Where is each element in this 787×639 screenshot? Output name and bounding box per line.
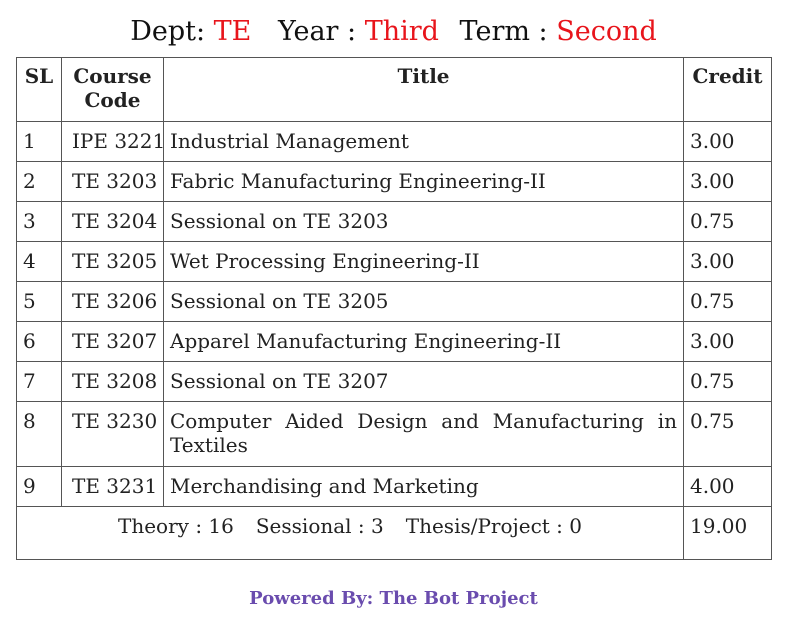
- row-credit: 0.75: [683, 281, 772, 322]
- row-course-code: TE 3208: [61, 361, 164, 402]
- row-title: Fabric Manufacturing Engineering-II: [163, 161, 684, 202]
- table-row: 1 IPE 3221 Industrial Management 3.00: [16, 121, 772, 162]
- summary-total-credit: 19.00: [683, 506, 772, 560]
- year-label: Year :: [277, 16, 357, 47]
- row-sl: 3: [16, 201, 62, 242]
- row-course-code: TE 3204: [61, 201, 164, 242]
- summary-thesis: Thesis/Project : 0: [405, 514, 582, 538]
- summary-sessional: Sessional : 3: [255, 514, 384, 538]
- dept-label: Dept:: [130, 16, 206, 47]
- row-course-code: TE 3230: [61, 401, 164, 467]
- table-row: 6 TE 3207 Apparel Manufacturing Engineer…: [16, 321, 772, 362]
- row-course-code: TE 3203: [61, 161, 164, 202]
- row-title: Sessional on TE 3205: [163, 281, 684, 322]
- summary-breakdown: Theory : 16 Sessional : 3 Thesis/Project :…: [16, 506, 684, 560]
- column-header-credit: Credit: [683, 57, 772, 122]
- table-row: 5 TE 3206 Sessional on TE 3205 0.75: [16, 281, 772, 322]
- row-title: Wet Processing Engineering-II: [163, 241, 684, 282]
- dept-value: TE: [213, 16, 252, 47]
- row-title: Merchandising and Marketing: [163, 466, 684, 507]
- row-course-code: TE 3205: [61, 241, 164, 282]
- column-header-title: Title: [163, 57, 684, 122]
- row-credit: 3.00: [683, 161, 772, 202]
- row-title: Sessional on TE 3207: [163, 361, 684, 402]
- row-credit: 0.75: [683, 401, 772, 467]
- row-course-code: IPE 3221: [61, 121, 165, 162]
- course-code-header-line1: Course: [73, 64, 152, 88]
- year-value: Third: [364, 16, 439, 47]
- row-credit: 0.75: [683, 201, 772, 242]
- term-value: Second: [556, 16, 657, 47]
- column-header-course-code: Course Code: [61, 57, 164, 122]
- summary-theory: Theory : 16: [118, 514, 234, 538]
- row-sl: 8: [16, 401, 62, 467]
- row-credit: 3.00: [683, 321, 772, 362]
- row-sl: 9: [16, 466, 62, 507]
- table-row: 9 TE 3231 Merchandising and Marketing 4.…: [16, 466, 772, 507]
- summary-row: Theory : 16 Sessional : 3 Thesis/Project :…: [16, 506, 772, 560]
- table-row: 7 TE 3208 Sessional on TE 3207 0.75: [16, 361, 772, 402]
- course-table: SL Course Code Title Credit 1 IPE 3221 I…: [16, 57, 772, 560]
- row-title: Apparel Manufacturing Engineering-II: [163, 321, 684, 362]
- row-title: Industrial Management: [163, 121, 684, 162]
- row-sl: 5: [16, 281, 62, 322]
- powered-by-footer: Powered By: The Bot Project: [249, 588, 538, 609]
- row-credit: 3.00: [683, 121, 772, 162]
- table-row: 4 TE 3205 Wet Processing Engineering-II …: [16, 241, 772, 282]
- row-credit: 3.00: [683, 241, 772, 282]
- row-credit: 0.75: [683, 361, 772, 402]
- table-row: 8 TE 3230 Computer Aided Design and Manu…: [16, 401, 772, 467]
- row-course-code: TE 3207: [61, 321, 164, 362]
- table-header-row: SL Course Code Title Credit: [16, 57, 772, 122]
- course-code-header-line2: Code: [84, 88, 141, 112]
- page-heading: Dept: TE Year : Third Term : Second: [0, 16, 787, 47]
- row-sl: 1: [16, 121, 62, 162]
- table-row: 2 TE 3203 Fabric Manufacturing Engineeri…: [16, 161, 772, 202]
- row-course-code: TE 3206: [61, 281, 164, 322]
- row-sl: 4: [16, 241, 62, 282]
- table-row: 3 TE 3204 Sessional on TE 3203 0.75: [16, 201, 772, 242]
- row-title: Sessional on TE 3203: [163, 201, 684, 242]
- row-sl: 7: [16, 361, 62, 402]
- row-sl: 6: [16, 321, 62, 362]
- column-header-sl: SL: [16, 57, 62, 122]
- row-title: Computer Aided Design and Manufacturing …: [163, 401, 684, 467]
- row-sl: 2: [16, 161, 62, 202]
- term-label: Term :: [459, 16, 548, 47]
- row-credit: 4.00: [683, 466, 772, 507]
- row-course-code: TE 3231: [61, 466, 164, 507]
